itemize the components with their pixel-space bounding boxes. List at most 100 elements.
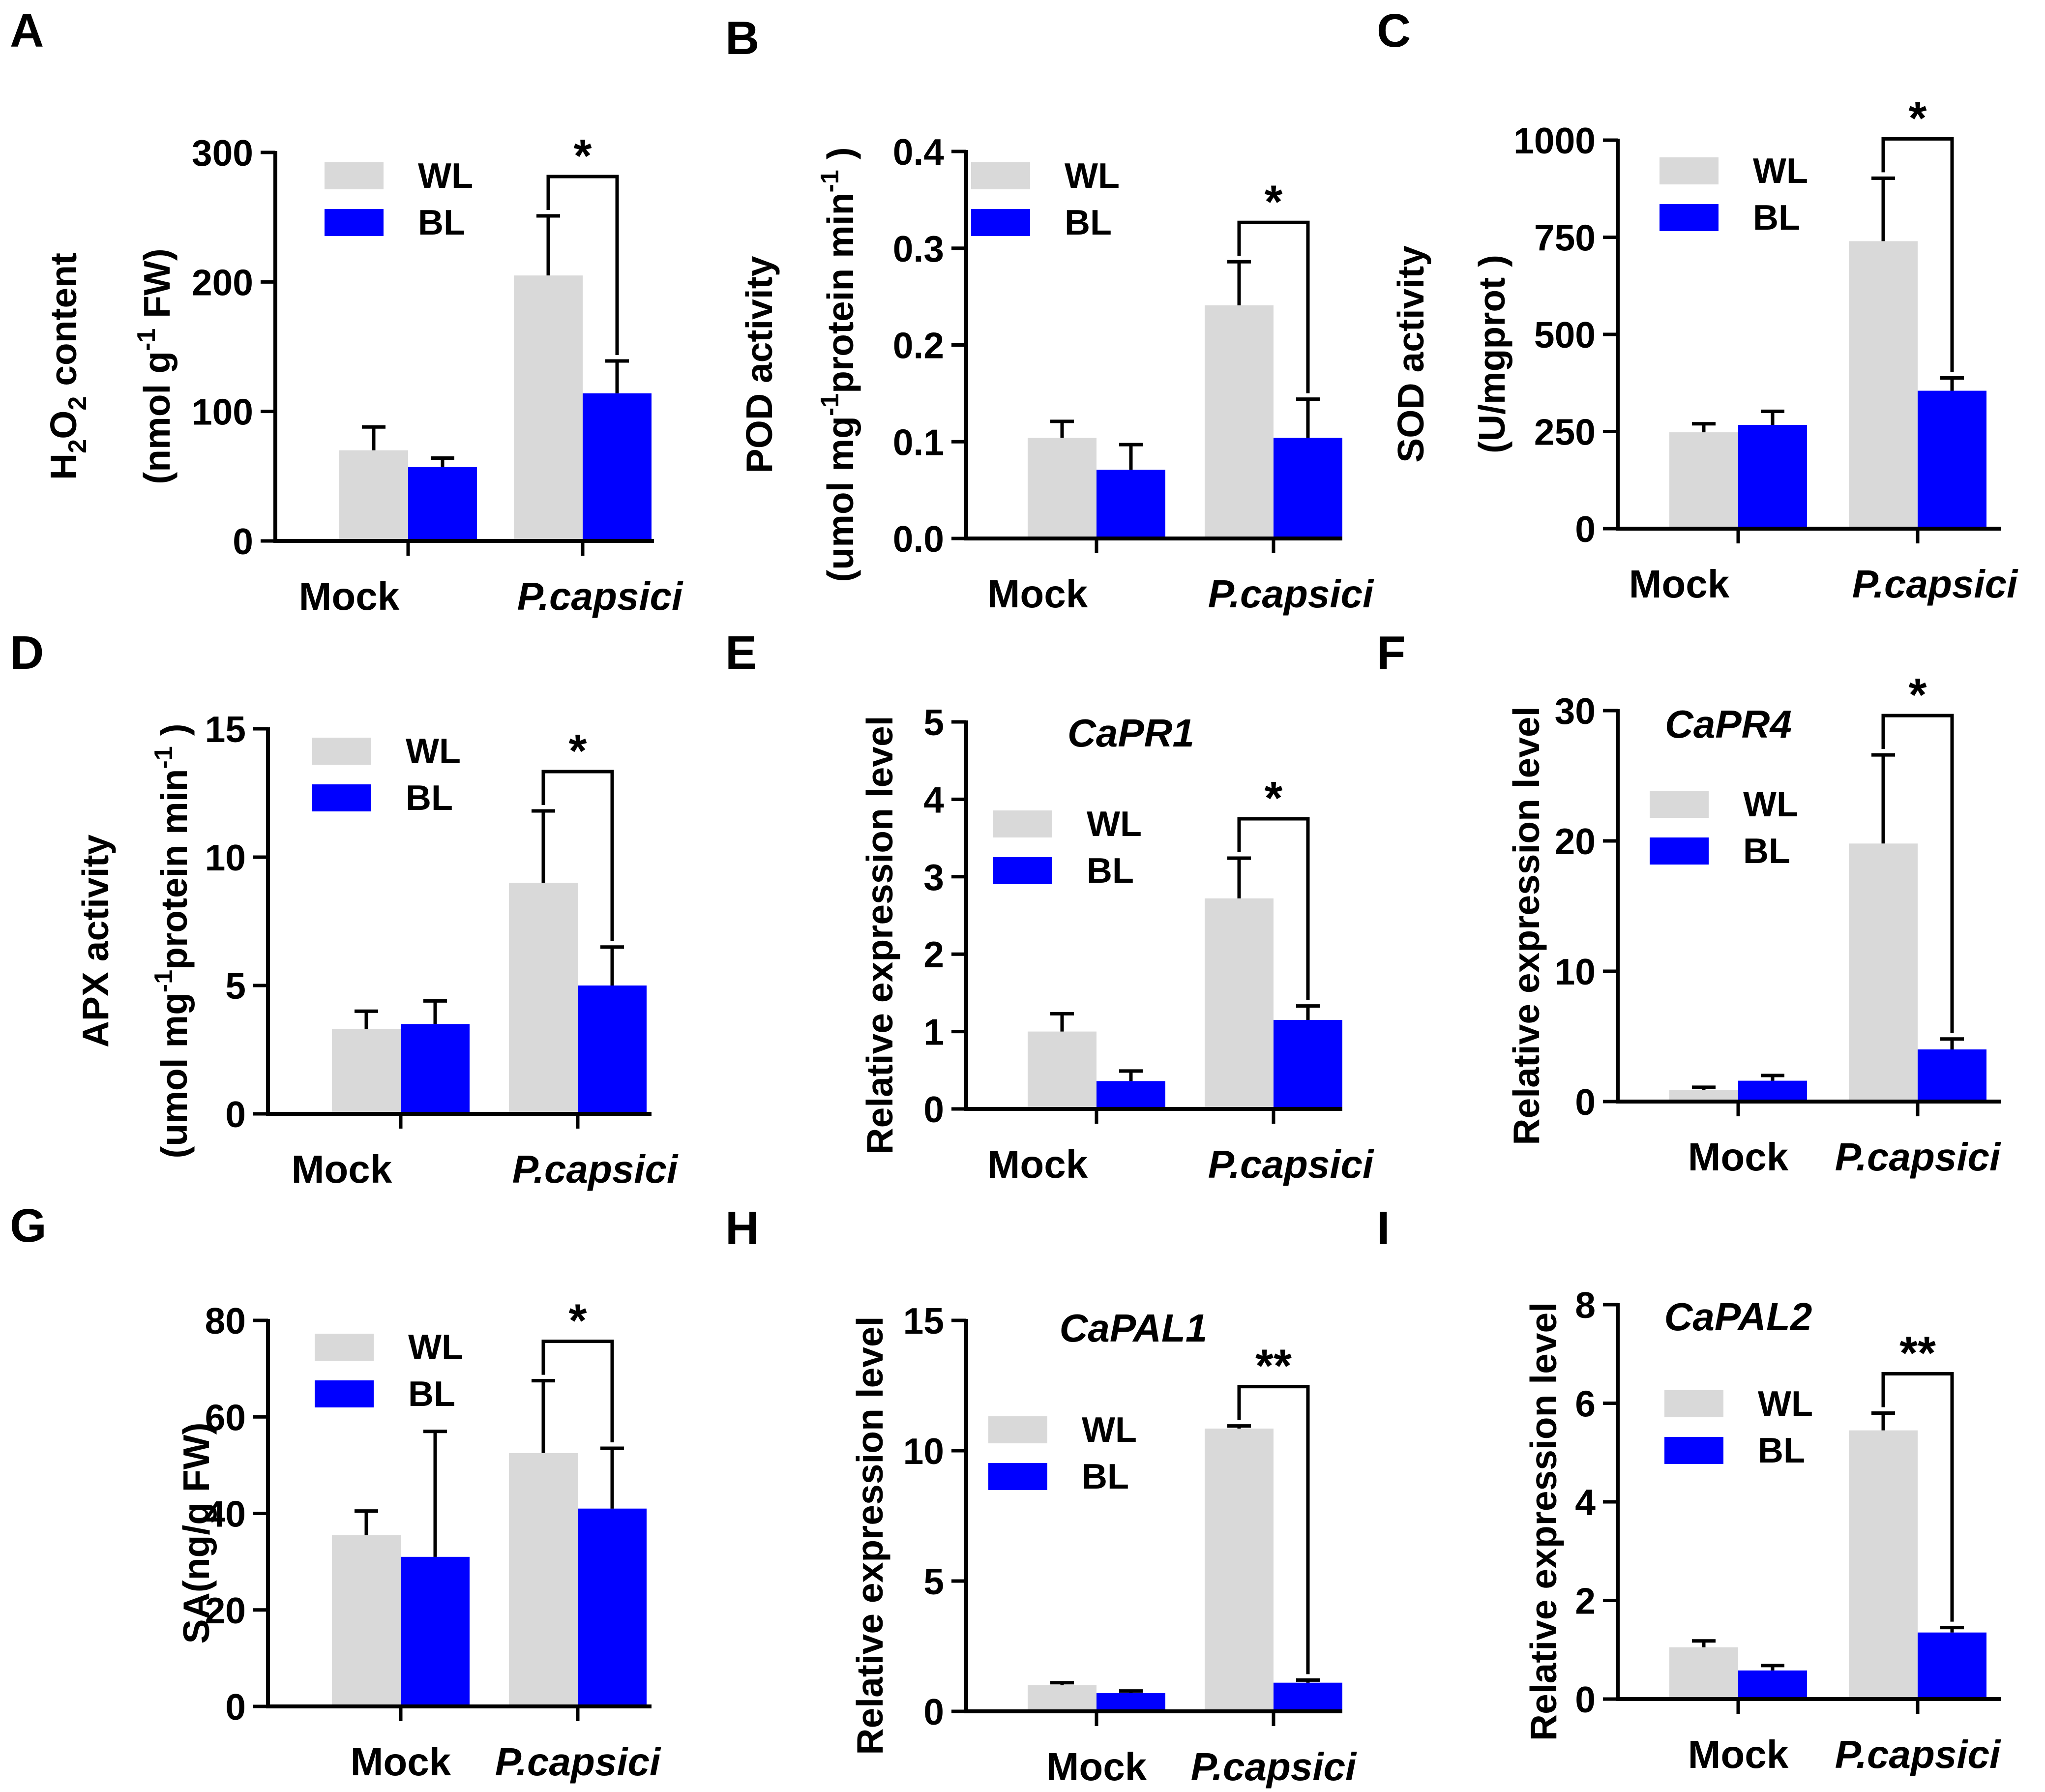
- panel-label: A: [10, 4, 44, 57]
- legend-label-wl: WL: [408, 1328, 463, 1367]
- y-tick-label: 20: [205, 1590, 246, 1631]
- y-tick-label: 10: [1555, 951, 1596, 992]
- bar-bl-mock: [401, 1556, 470, 1706]
- y-axis-label: (U/mgprot ): [1471, 255, 1512, 453]
- y-tick-label: 15: [903, 1300, 944, 1342]
- x-category-label: Mock: [292, 1147, 392, 1191]
- panel-f: F * 0 10 20 30 Mock P.capsici Relative expressio…: [1377, 627, 2001, 1179]
- y-tick-label: 20: [1555, 821, 1596, 862]
- legend-swatch-wl: [988, 1416, 1047, 1443]
- panel-label: E: [725, 627, 757, 679]
- significance-bracket: [1237, 817, 1310, 1000]
- bar-bl-mock: [408, 467, 477, 541]
- y-tick-label: 0: [1575, 508, 1596, 550]
- panel-label: I: [1377, 1202, 1390, 1254]
- legend-swatch-bl: [1664, 1437, 1723, 1464]
- bar-wl-mock: [332, 1535, 401, 1706]
- legend-swatch-bl: [1660, 204, 1719, 231]
- y-tick-label: 0.1: [893, 421, 944, 463]
- significance-marker: *: [1265, 772, 1283, 824]
- y-tick-label: 8: [1575, 1284, 1596, 1326]
- y-tick-label: 60: [205, 1397, 246, 1438]
- legend-label-bl: BL: [1758, 1431, 1805, 1470]
- bar-bl-mock: [401, 1024, 470, 1114]
- y-tick-label: 0: [923, 1089, 944, 1130]
- bar-bl-pcapsici: [1918, 1049, 1986, 1102]
- bar-bl-pcapsici: [1274, 1682, 1342, 1711]
- legend-swatch-bl: [325, 209, 384, 236]
- x-category-label: Mock: [987, 572, 1088, 616]
- bar-bl-mock: [1738, 1670, 1807, 1699]
- legend-label-bl: BL: [1087, 851, 1134, 891]
- y-axis-label: Relative expression level: [1506, 706, 1547, 1145]
- legend-label-bl: BL: [1743, 832, 1790, 871]
- legend-swatch-wl: [1664, 1390, 1723, 1417]
- y-tick-label: 0: [225, 1094, 246, 1135]
- y-tick-label: 250: [1534, 412, 1596, 453]
- x-category-label: P.capsici: [517, 574, 683, 618]
- y-axis-label: SOD activity: [1390, 245, 1431, 463]
- legend-swatch-bl: [312, 784, 371, 811]
- bar-wl-pcapsici: [514, 275, 583, 541]
- significance-bracket: [1237, 1385, 1310, 1674]
- y-axis-label: (umol mg-1protein min-1 ): [816, 147, 861, 582]
- y-tick-label: 0: [1575, 1679, 1596, 1720]
- legend-label-wl: WL: [406, 732, 461, 771]
- chart-title: CaPR1: [1067, 711, 1194, 755]
- significance-bracket: [541, 770, 614, 941]
- panel-label: H: [725, 1202, 759, 1254]
- y-axis-label: APX activity: [75, 834, 116, 1047]
- bar-wl-mock: [1028, 1685, 1097, 1711]
- x-category-label: P.capsici: [1208, 1142, 1374, 1186]
- bar-wl-pcapsici: [1205, 898, 1274, 1109]
- y-tick-label: 4: [1575, 1482, 1596, 1523]
- significance-bracket: [541, 1340, 614, 1443]
- panel-h: H ** 0 5 10 15 Mock P.capsici Relative expressio…: [725, 1202, 1357, 1789]
- x-category-label: Mock: [351, 1740, 451, 1784]
- legend-label-wl: WL: [1743, 785, 1798, 824]
- legend-label-wl: WL: [418, 156, 473, 196]
- significance-marker: **: [1899, 1327, 1936, 1379]
- bar-bl-mock: [1097, 1081, 1165, 1109]
- y-tick-label: 0: [233, 521, 253, 562]
- x-category-label: P.capsici: [1835, 1732, 2001, 1776]
- legend-swatch-bl: [315, 1380, 374, 1407]
- y-axis-label: (umol mg-1protein min-1 ): [149, 723, 195, 1158]
- y-tick-label: 1: [923, 1012, 944, 1053]
- y-tick-label: 2: [1575, 1581, 1596, 1622]
- y-tick-label: 80: [205, 1300, 246, 1342]
- bar-wl-pcapsici: [1849, 843, 1918, 1102]
- bar-bl-mock: [1738, 425, 1807, 529]
- legend-swatch-bl: [993, 857, 1052, 884]
- panel-d: D * 0 5 10 15 Mock P.capsici APX activity (umol m…: [10, 627, 679, 1191]
- x-category-label: P.capsici: [1208, 572, 1374, 616]
- y-tick-label: 10: [903, 1431, 944, 1472]
- bar-wl-mock: [339, 450, 408, 541]
- panel-b: B * 0.0 0.1 0.2 0.3 0.4 Mock P.capsici POD activi…: [725, 12, 1374, 616]
- chart-title: CaPAL1: [1060, 1306, 1208, 1350]
- y-tick-label: 0: [923, 1691, 944, 1732]
- bar-bl-mock: [1097, 470, 1165, 538]
- legend-swatch-bl: [1650, 837, 1709, 865]
- y-tick-label: 30: [1555, 690, 1596, 732]
- x-category-label: P.capsici: [1835, 1135, 2001, 1179]
- chart-title: CaPAL2: [1664, 1295, 1812, 1339]
- significance-bracket: [1237, 220, 1310, 393]
- x-category-label: Mock: [1688, 1732, 1789, 1776]
- y-tick-label: 0.3: [893, 228, 944, 269]
- legend-label-wl: WL: [1087, 805, 1142, 844]
- significance-marker: *: [569, 1295, 587, 1347]
- x-category-label: Mock: [987, 1142, 1088, 1186]
- legend-swatch-wl: [971, 162, 1030, 189]
- bar-bl-pcapsici: [1918, 1632, 1986, 1699]
- x-category-label: P.capsici: [495, 1740, 661, 1784]
- bar-wl-mock: [332, 1029, 401, 1114]
- panel-g: G * 0 20 40 60 80 Mock P.capsici SA(ng/g FW) WL BL: [10, 1199, 661, 1784]
- y-tick-label: 0.2: [893, 325, 944, 366]
- y-tick-label: 10: [205, 837, 246, 878]
- panel-label: D: [10, 627, 44, 679]
- y-tick-label: 5: [923, 1561, 944, 1602]
- panel-label: F: [1377, 627, 1406, 679]
- significance-marker: *: [1265, 176, 1283, 228]
